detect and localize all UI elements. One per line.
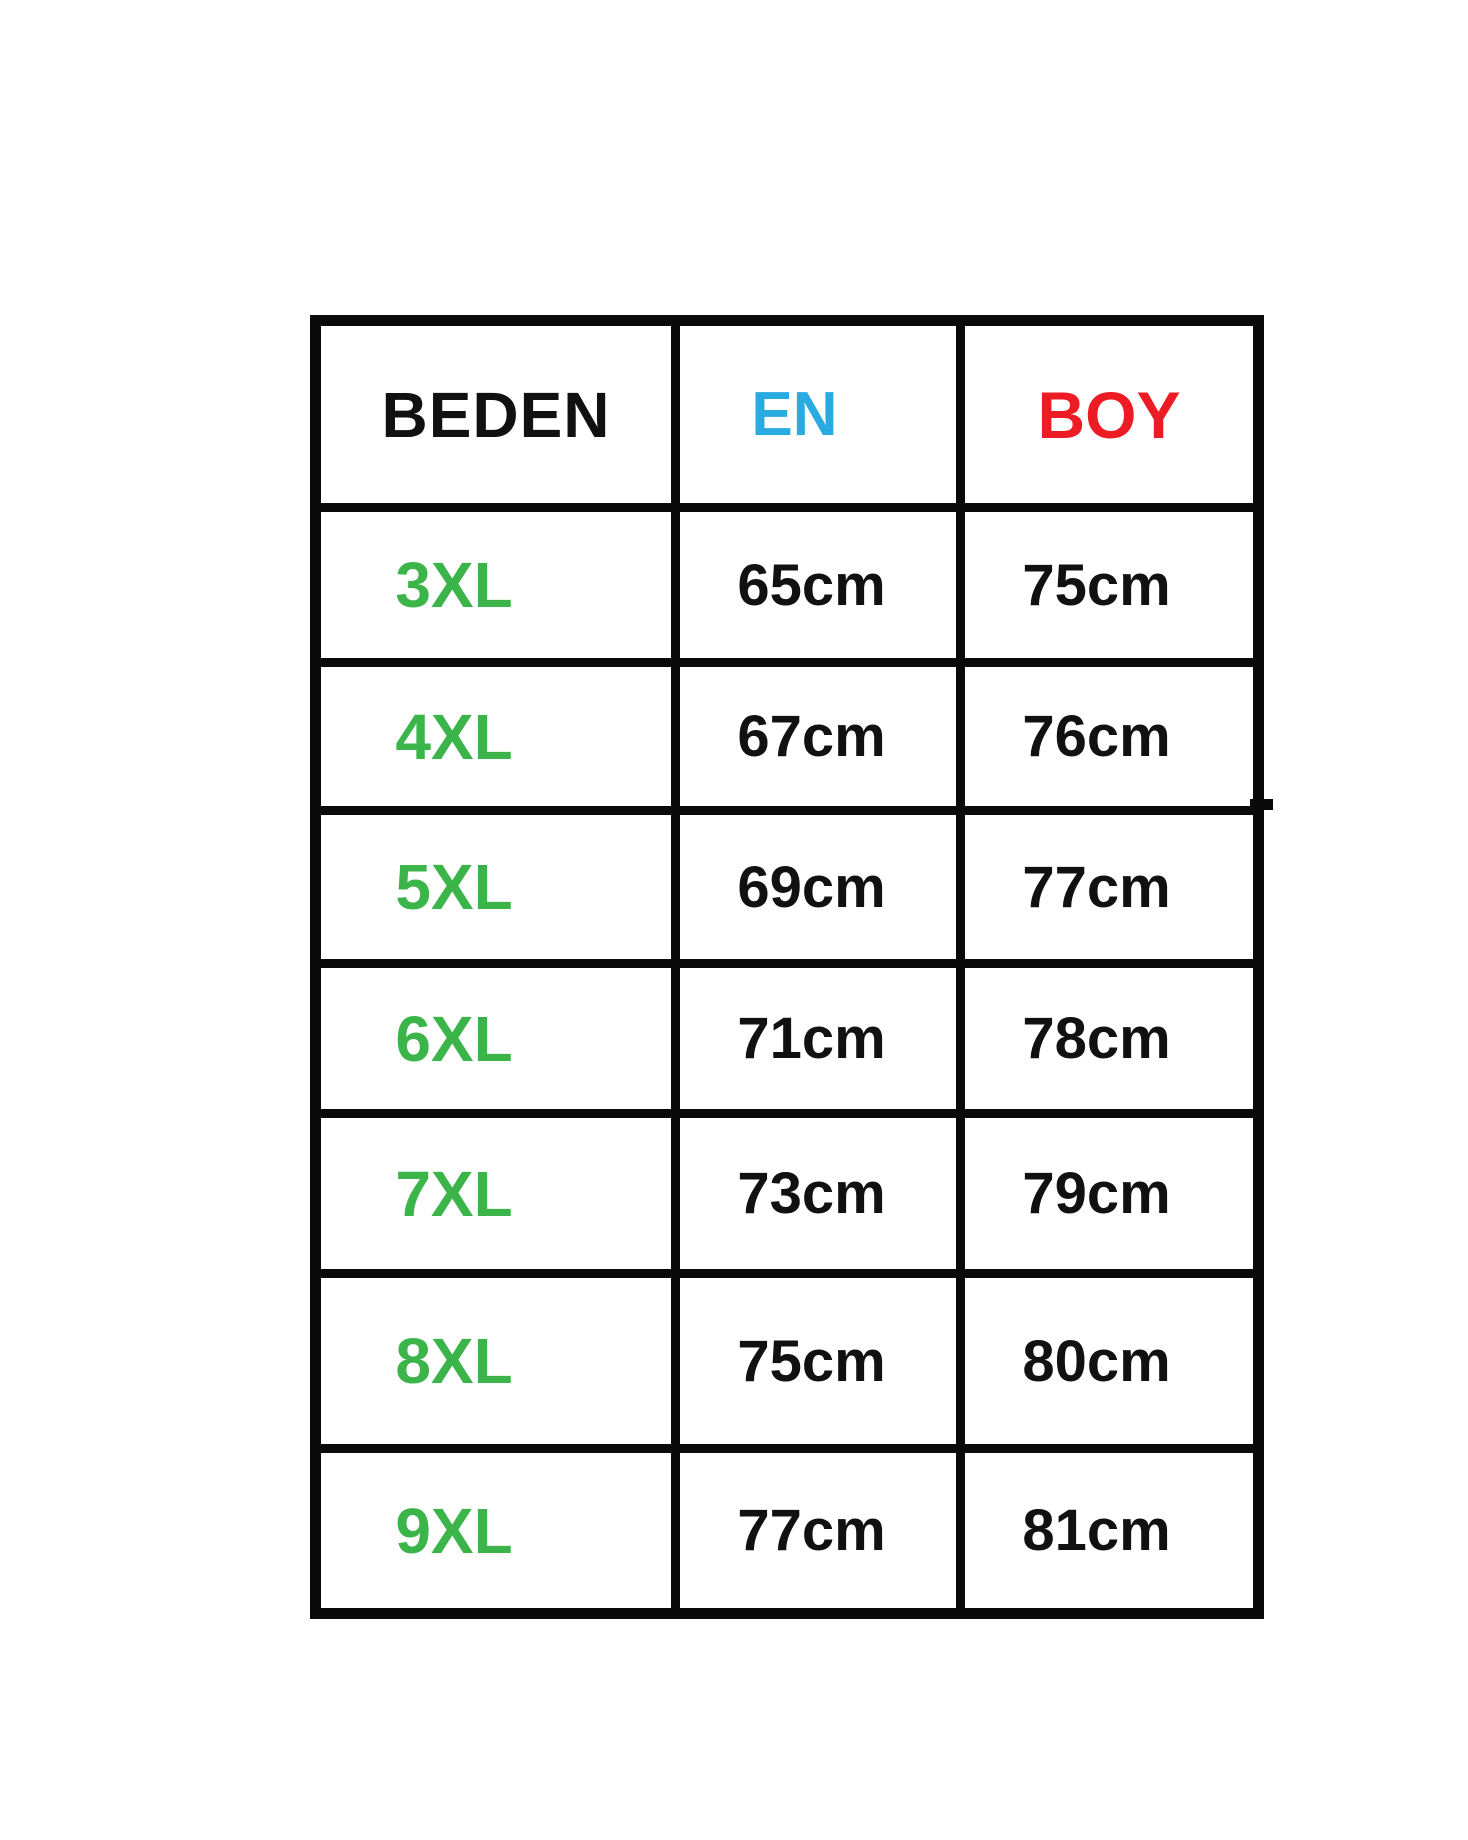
header-en: EN (671, 316, 965, 512)
en-value: 69cm (671, 806, 965, 968)
size-label: 3XL (311, 503, 680, 667)
size-label: 5XL (311, 806, 680, 968)
size-label: 6XL (311, 959, 680, 1118)
table-row: 8XL 75cm 80cm (311, 1269, 1263, 1453)
en-value: 77cm (671, 1444, 965, 1618)
table-row: 9XL 77cm 81cm (311, 1444, 1263, 1618)
boy-value: 80cm (956, 1269, 1263, 1453)
en-value: 65cm (671, 503, 965, 667)
border-artifact-line (1250, 799, 1273, 810)
boy-value: 79cm (956, 1109, 1263, 1278)
size-chart-table: BEDEN EN BOY 3XL 65cm 75cm 4XL 67cm 76cm… (310, 315, 1264, 1619)
boy-value: 81cm (956, 1444, 1263, 1618)
size-label: 4XL (311, 658, 680, 815)
en-value: 75cm (671, 1269, 965, 1453)
boy-value: 78cm (956, 959, 1263, 1118)
boy-value: 77cm (956, 806, 1263, 968)
header-beden: BEDEN (311, 316, 680, 512)
boy-value: 76cm (956, 658, 1263, 815)
table-row: 6XL 71cm 78cm (311, 959, 1263, 1118)
en-value: 71cm (671, 959, 965, 1118)
table-row: 4XL 67cm 76cm (311, 658, 1263, 815)
boy-value: 75cm (956, 503, 1263, 667)
table-row: 3XL 65cm 75cm (311, 503, 1263, 667)
header-row: BEDEN EN BOY (311, 316, 1263, 512)
en-value: 73cm (671, 1109, 965, 1278)
size-label: 7XL (311, 1109, 680, 1278)
table-row: 5XL 69cm 77cm (311, 806, 1263, 968)
header-boy: BOY (956, 316, 1263, 512)
en-value: 67cm (671, 658, 965, 815)
size-label: 9XL (311, 1444, 680, 1618)
table-row: 7XL 73cm 79cm (311, 1109, 1263, 1278)
size-label: 8XL (311, 1269, 680, 1453)
